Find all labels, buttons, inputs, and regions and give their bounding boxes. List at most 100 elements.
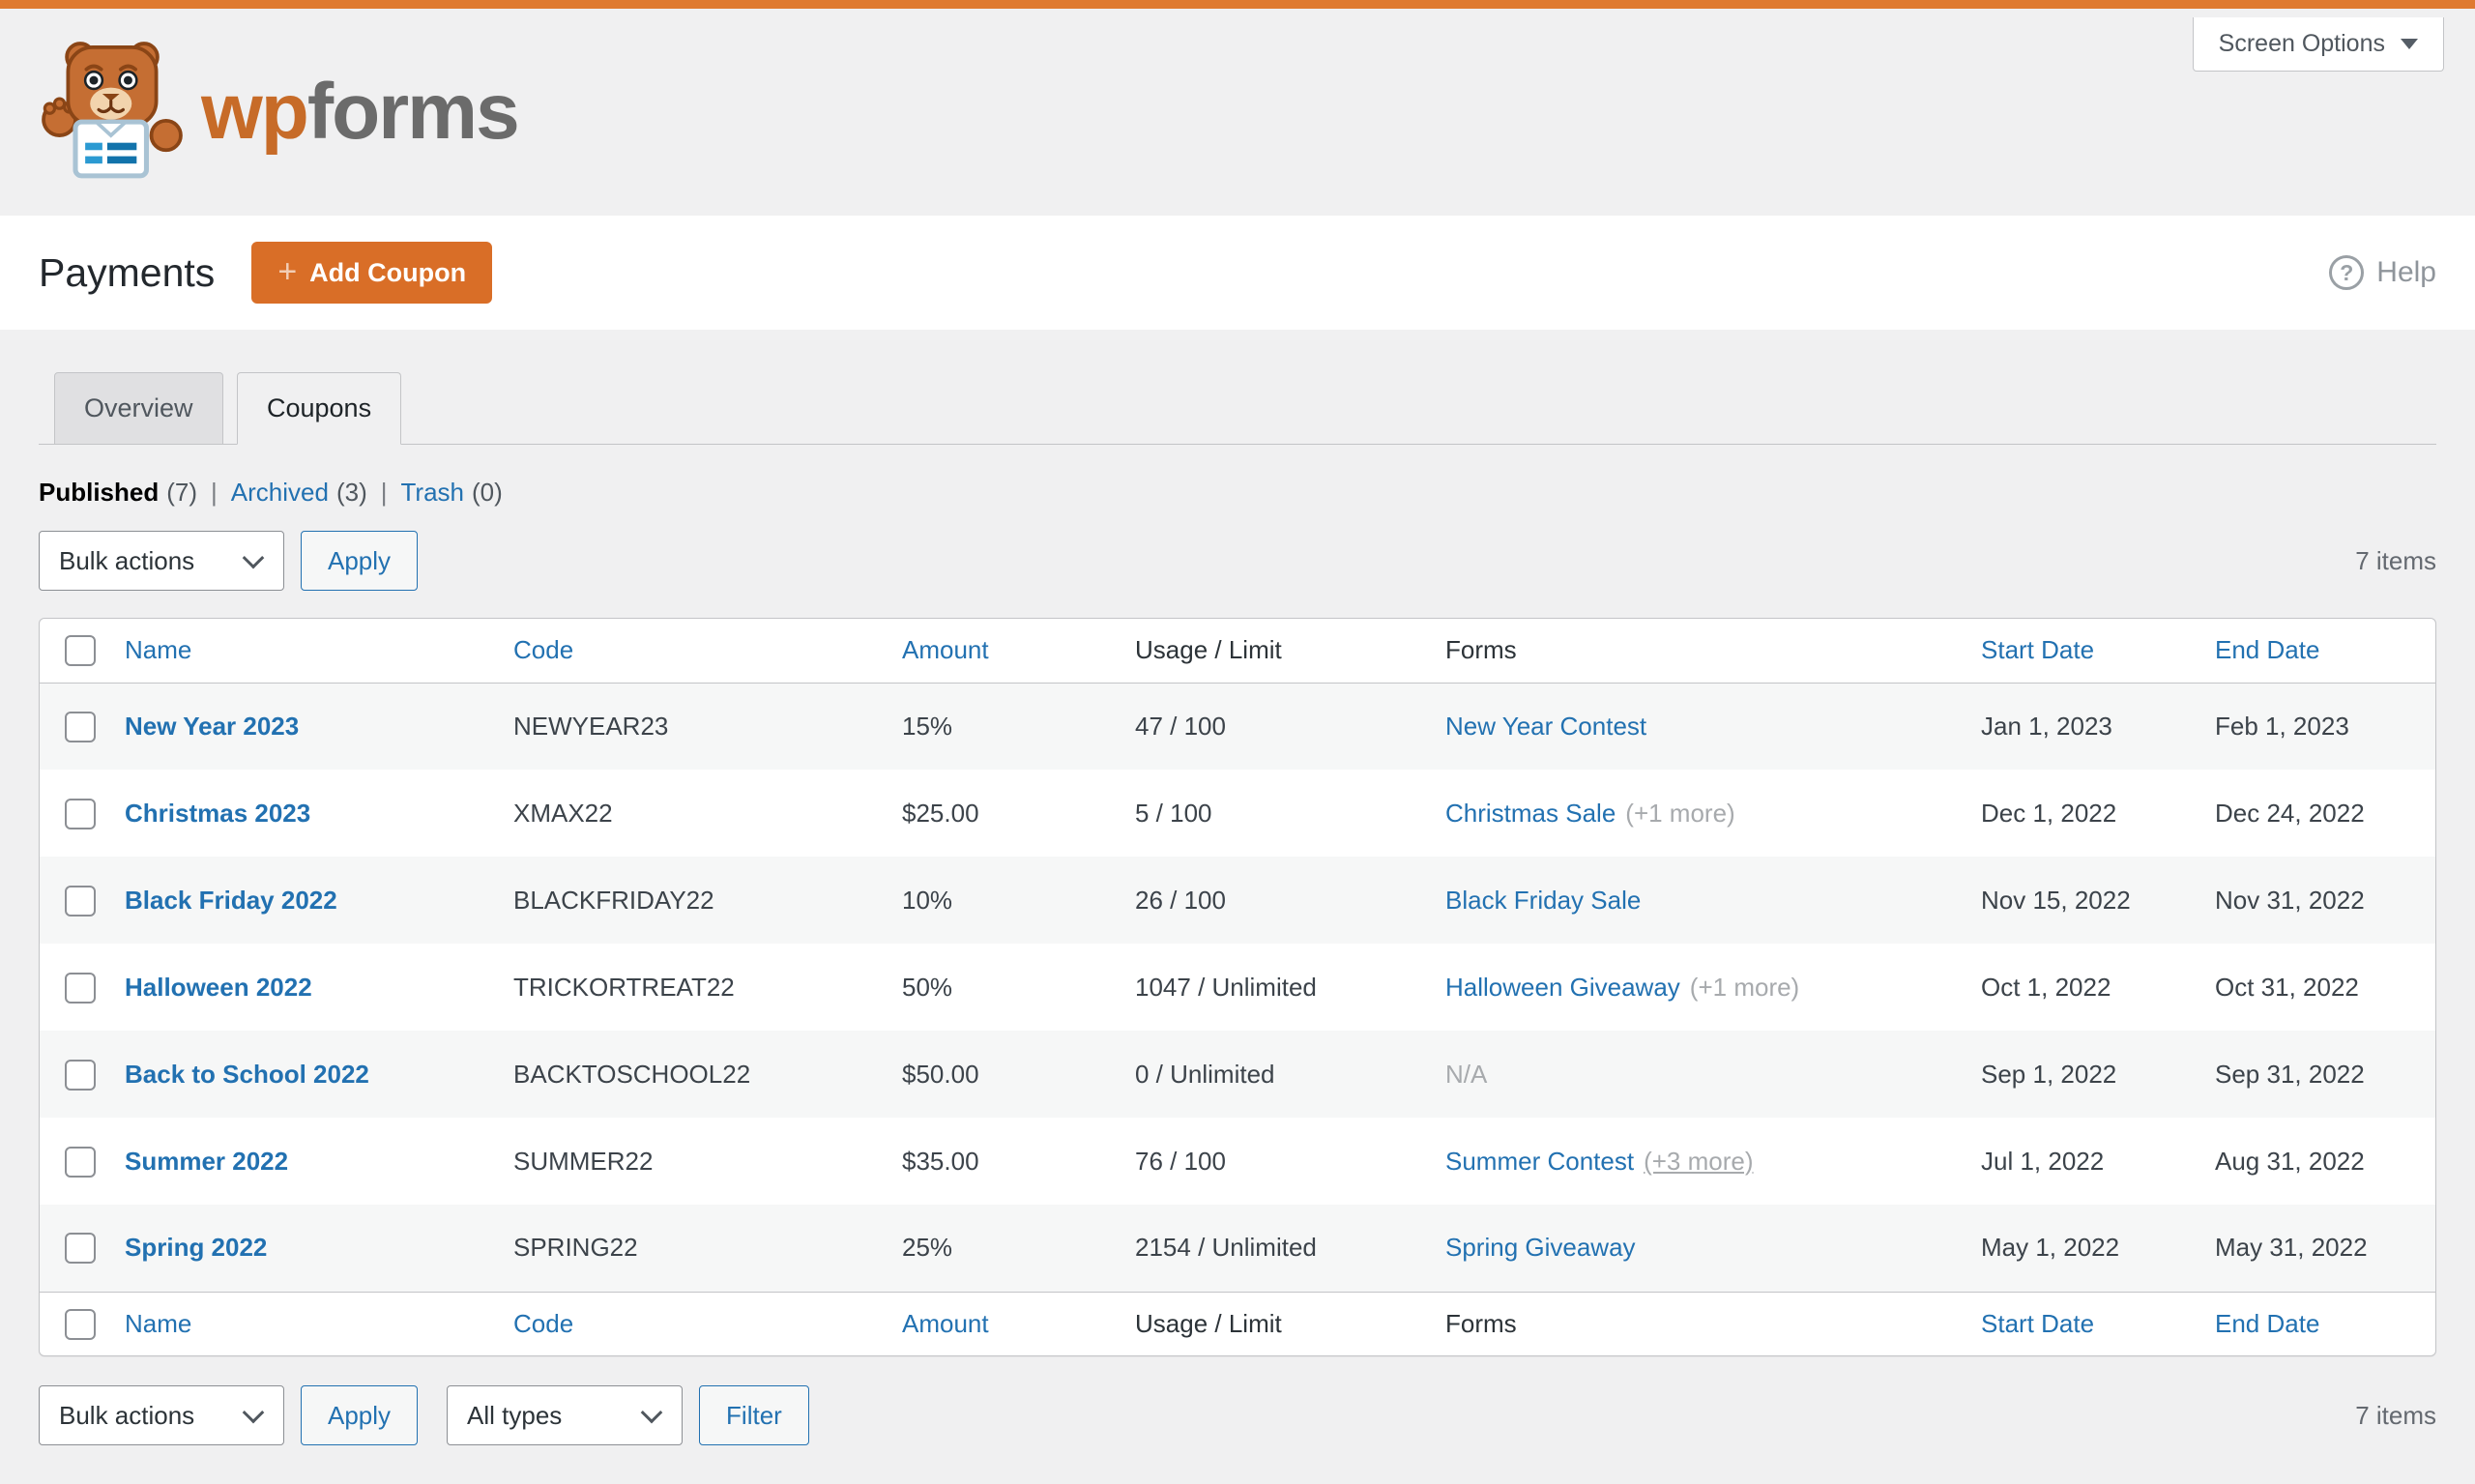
form-link[interactable]: Summer Contest	[1445, 1146, 1635, 1176]
coupon-code-cell: SUMMER22	[513, 1146, 654, 1176]
tabs-bar: Overview Coupons	[39, 372, 2436, 445]
coupon-name-cell: Black Friday 2022	[109, 857, 498, 944]
plugin-header: wpforms Screen Options	[0, 9, 2475, 216]
coupon-start-date-cell: Jan 1, 2023	[1981, 711, 2112, 741]
coupon-name-link[interactable]: Spring 2022	[125, 1233, 268, 1263]
coupon-end-date-cell: Oct 31, 2022	[2215, 972, 2359, 1002]
table-row-christmas-2023: Christmas 2023 XMAX22 $25.00 5 / 100 Christm…	[40, 770, 2435, 857]
column-header-code-bottom[interactable]: Code	[498, 1291, 887, 1355]
add-coupon-button[interactable]: + Add Coupon	[251, 242, 493, 304]
column-header-forms-top: Forms	[1430, 619, 1965, 684]
view-trash-link[interactable]: Trash	[400, 478, 465, 507]
coupon-end-date-cell: Dec 24, 2022	[2215, 798, 2365, 828]
type-filter-select-wrap: All types	[447, 1385, 684, 1445]
row-checkbox[interactable]	[65, 711, 96, 742]
coupon-name-link[interactable]: Black Friday 2022	[125, 885, 337, 915]
wpforms-bear-icon	[42, 42, 183, 179]
form-more-label: (+1 more)	[1689, 972, 1800, 1002]
screen-options-button[interactable]: Screen Options	[2192, 17, 2444, 72]
column-header-code-top[interactable]: Code	[498, 619, 887, 684]
coupon-amount-cell: 15%	[902, 711, 953, 741]
coupon-usage-cell: 0 / Unlimited	[1135, 1059, 1275, 1089]
form-link[interactable]: Black Friday Sale	[1445, 885, 1642, 915]
row-checkbox[interactable]	[65, 798, 96, 829]
coupon-name-cell: Halloween 2022	[109, 944, 498, 1031]
coupon-amount-cell: $35.00	[902, 1146, 979, 1176]
forms-na-label: N/A	[1445, 1059, 1488, 1089]
column-header-end-date-bottom[interactable]: End Date	[2199, 1291, 2435, 1355]
coupons-table-card: Name Code Amount Usage / Limit Forms Start Da…	[39, 618, 2436, 1356]
coupon-amount-cell: $25.00	[902, 798, 979, 828]
column-header-amount-top[interactable]: Amount	[887, 619, 1120, 684]
column-header-start-date-bottom[interactable]: Start Date	[1965, 1291, 2199, 1355]
coupon-forms-cell: Christmas Sale (+1 more)	[1430, 770, 1965, 857]
main-content: Overview Coupons Published (7) | Archived…	[0, 372, 2475, 1484]
coupon-name-cell: New Year 2023	[109, 683, 498, 770]
tab-overview[interactable]: Overview	[54, 372, 223, 445]
coupon-name-link[interactable]: New Year 2023	[125, 711, 300, 741]
type-filter-select[interactable]: All types	[447, 1385, 684, 1445]
coupon-usage-cell: 5 / 100	[1135, 798, 1212, 828]
row-checkbox[interactable]	[65, 972, 96, 1004]
coupon-name-link[interactable]: Summer 2022	[125, 1146, 289, 1176]
form-link[interactable]: New Year Contest	[1445, 711, 1647, 741]
top-accent-bar	[0, 0, 2475, 9]
coupon-forms-cell: Summer Contest (+3 more)	[1430, 1118, 1965, 1205]
view-archived: Archived (3)	[231, 478, 367, 508]
column-header-end-date-top[interactable]: End Date	[2199, 619, 2435, 684]
filter-button[interactable]: Filter	[699, 1385, 809, 1445]
bulk-actions-select-wrap: Bulk actions	[39, 531, 284, 591]
status-filter-links: Published (7) | Archived (3) | Trash (0)	[39, 478, 2436, 508]
row-check-cell	[40, 683, 109, 770]
row-checkbox[interactable]	[65, 1059, 96, 1091]
apply-button[interactable]: Apply	[301, 531, 419, 591]
column-header-name-bottom[interactable]: Name	[109, 1291, 498, 1355]
column-header-name-top[interactable]: Name	[109, 619, 498, 684]
view-published-count: (7)	[166, 478, 198, 507]
table-header-row: Name Code Amount Usage / Limit Forms Start Da…	[40, 619, 2435, 684]
coupon-name-link[interactable]: Halloween 2022	[125, 972, 312, 1002]
table-row-spring-2022: Spring 2022 SPRING22 25% 2154 / Unlimited Sp…	[40, 1205, 2435, 1292]
view-archived-link[interactable]: Archived	[230, 478, 329, 507]
coupon-name-link[interactable]: Christmas 2023	[125, 798, 311, 828]
coupon-code-cell: BLACKFRIDAY22	[513, 885, 714, 915]
form-link[interactable]: Christmas Sale	[1445, 798, 1616, 828]
coupon-start-date-cell: Oct 1, 2022	[1981, 972, 2111, 1002]
bulk-actions-select[interactable]: Bulk actions	[39, 531, 284, 591]
help-link[interactable]: ? Help	[2329, 255, 2436, 290]
form-link[interactable]: Halloween Giveaway	[1445, 972, 1680, 1002]
row-check-cell	[40, 1205, 109, 1292]
coupon-code-cell: BACKTOSCHOOL22	[513, 1059, 751, 1089]
coupon-end-date-cell: Nov 31, 2022	[2215, 885, 2365, 915]
coupon-start-date-cell: May 1, 2022	[1981, 1233, 2120, 1263]
select-all-checkbox-top[interactable]	[65, 635, 96, 667]
row-checkbox[interactable]	[65, 885, 96, 917]
apply-button-bottom[interactable]: Apply	[301, 1385, 419, 1445]
column-header-start-date-top[interactable]: Start Date	[1965, 619, 2199, 684]
coupon-amount-cell: 50%	[902, 972, 953, 1002]
row-checkbox[interactable]	[65, 1146, 96, 1178]
coupon-end-date-cell: May 31, 2022	[2215, 1233, 2368, 1263]
coupon-forms-cell: New Year Contest	[1430, 683, 1965, 770]
bottom-check-column	[40, 1291, 109, 1355]
coupon-name-cell: Spring 2022	[109, 1205, 498, 1292]
form-more-label[interactable]: (+3 more)	[1644, 1146, 1754, 1176]
coupon-name-link[interactable]: Back to School 2022	[125, 1059, 369, 1089]
table-row-halloween-2022: Halloween 2022 TRICKORTREAT22 50% 1047 / Un…	[40, 944, 2435, 1031]
row-checkbox[interactable]	[65, 1233, 96, 1265]
coupon-usage-cell: 2154 / Unlimited	[1135, 1233, 1317, 1263]
bulk-actions-select-bottom[interactable]: Bulk actions	[39, 1385, 284, 1445]
select-all-checkbox-bottom[interactable]	[65, 1308, 96, 1340]
view-trash: Trash (0)	[401, 478, 503, 508]
divider: |	[211, 478, 218, 507]
form-link[interactable]: Spring Giveaway	[1445, 1233, 1636, 1263]
tab-coupons[interactable]: Coupons	[236, 372, 402, 445]
view-archived-count: (3)	[335, 478, 367, 507]
add-coupon-label: Add Coupon	[309, 257, 467, 287]
column-header-amount-bottom[interactable]: Amount	[887, 1291, 1120, 1355]
caret-down-icon	[2401, 39, 2418, 49]
coupon-code-cell: SPRING22	[513, 1233, 638, 1263]
coupon-code-cell: XMAX22	[513, 798, 613, 828]
coupons-table: Name Code Amount Usage / Limit Forms Start Da…	[40, 619, 2435, 1355]
tablenav-bottom: Bulk actions Apply All types Filter 7 it…	[39, 1385, 2436, 1445]
